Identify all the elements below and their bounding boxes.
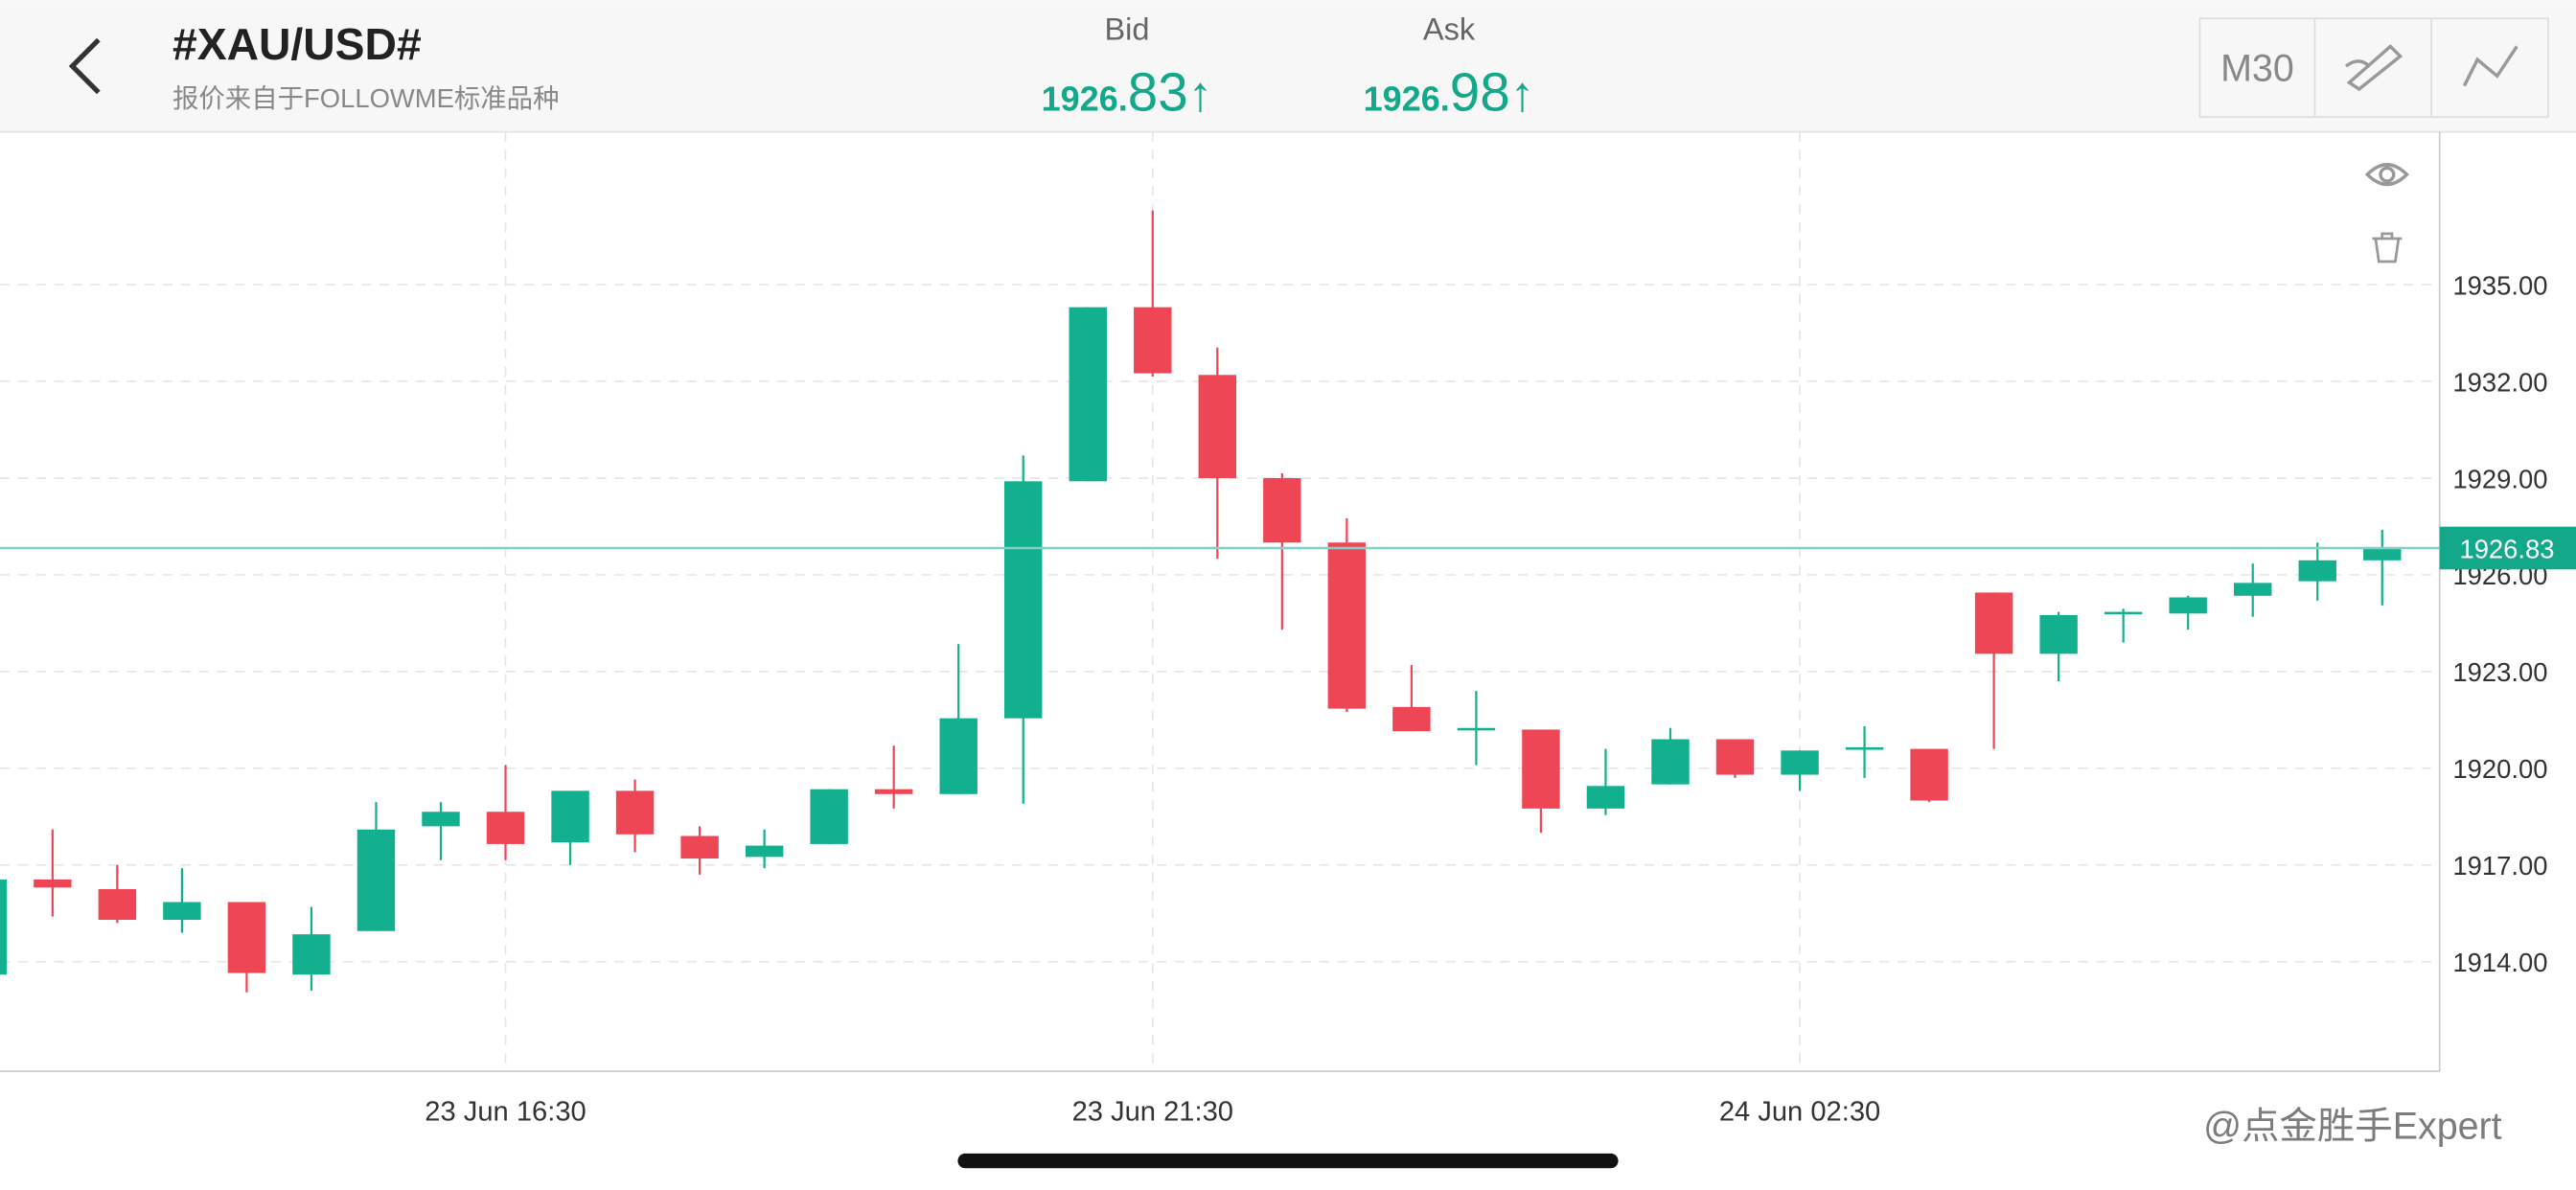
candle-body bbox=[486, 812, 525, 844]
timeframe-button[interactable]: M30 bbox=[2220, 47, 2294, 89]
candle-body bbox=[0, 879, 8, 975]
candle-body bbox=[874, 789, 913, 794]
candle-body bbox=[1134, 307, 1172, 374]
y-tick-label: 1929.00 bbox=[2452, 464, 2547, 493]
candle-body bbox=[745, 845, 784, 858]
back-button[interactable] bbox=[68, 37, 101, 95]
y-tick-label: 1935.00 bbox=[2452, 270, 2547, 300]
y-tick-label: 1932.00 bbox=[2452, 367, 2547, 397]
subtitle: 报价来自于FOLLOWME标准品种 bbox=[172, 83, 560, 113]
candle-body bbox=[1715, 739, 1755, 775]
candle-body bbox=[1974, 592, 2013, 654]
x-tick-label: 23 Jun 16:30 bbox=[425, 1097, 586, 1128]
bid-prefix: 1926. bbox=[1042, 79, 1128, 118]
candle-body bbox=[2169, 597, 2207, 614]
candle-body bbox=[292, 934, 331, 975]
candle-body bbox=[1004, 481, 1043, 719]
candle-body bbox=[2234, 583, 2272, 596]
visibility-button[interactable] bbox=[2364, 163, 2409, 187]
y-tick-label: 1914.00 bbox=[2452, 948, 2547, 977]
candle-body bbox=[356, 829, 396, 931]
candle-body bbox=[1522, 729, 1560, 809]
candle-body bbox=[1327, 542, 1367, 709]
candle-body bbox=[1392, 706, 1431, 732]
candle-body bbox=[1781, 750, 1819, 775]
home-indicator bbox=[957, 1153, 1619, 1169]
last-price-label: 1926.83 bbox=[2459, 534, 2554, 563]
last-price-badge bbox=[2439, 526, 2576, 570]
ask-suffix: 98 bbox=[1450, 61, 1510, 122]
candle-body bbox=[1651, 739, 1690, 785]
header-bg bbox=[0, 0, 2576, 132]
bid-suffix: 83 bbox=[1128, 61, 1188, 122]
y-tick-label: 1923.00 bbox=[2452, 657, 2547, 687]
axis-layer: 1914.001917.001920.001923.001926.001929.… bbox=[0, 270, 2576, 1128]
plot-area bbox=[0, 210, 2402, 993]
candle-body bbox=[1586, 786, 1625, 809]
candle-body bbox=[2039, 614, 2078, 654]
candle-body bbox=[422, 812, 460, 827]
candle-body bbox=[2363, 547, 2402, 561]
delete-button[interactable] bbox=[2372, 232, 2403, 263]
candle-body bbox=[1069, 307, 1107, 482]
candle-body bbox=[34, 879, 72, 888]
indicator-button[interactable] bbox=[2462, 45, 2518, 87]
bid-label: Bid bbox=[1104, 12, 1149, 47]
candle-body bbox=[227, 902, 266, 973]
y-tick-label: 1920.00 bbox=[2452, 754, 2547, 784]
candle-body bbox=[615, 790, 655, 835]
ask-prefix: 1926. bbox=[1364, 79, 1450, 118]
candle-body bbox=[1457, 727, 1496, 731]
watermark: @点金胜手Expert bbox=[2203, 1105, 2502, 1147]
candle-body bbox=[939, 718, 978, 794]
candle-body bbox=[2104, 611, 2143, 615]
candle-body bbox=[1198, 375, 1237, 478]
toolbar-frame bbox=[2198, 17, 2549, 118]
candle-body bbox=[98, 889, 137, 920]
y-tick-label: 1917.00 bbox=[2452, 851, 2547, 881]
candle-body bbox=[680, 835, 719, 859]
toolbar: M30 bbox=[2198, 17, 2549, 118]
ask-label: Ask bbox=[1423, 12, 1476, 47]
symbol-title: #XAU/USD# bbox=[172, 19, 422, 69]
ask-price: 1926.98↑ bbox=[1364, 61, 1535, 122]
candle-body bbox=[1845, 746, 1884, 750]
bid-arrow: ↑ bbox=[1188, 65, 1213, 121]
candle-body bbox=[551, 790, 589, 843]
x-tick-label: 23 Jun 21:30 bbox=[1072, 1097, 1233, 1128]
candle-body bbox=[1910, 748, 1948, 801]
candle-body bbox=[1263, 477, 1301, 543]
candle-body bbox=[163, 902, 201, 920]
x-tick-label: 24 Jun 02:30 bbox=[1719, 1097, 1880, 1128]
ask-arrow: ↑ bbox=[1510, 65, 1535, 121]
candle-body bbox=[2298, 560, 2336, 582]
draw-tool-button[interactable] bbox=[2344, 44, 2404, 92]
candle-body bbox=[810, 789, 848, 844]
bid-price: 1926.83↑ bbox=[1042, 61, 1213, 122]
